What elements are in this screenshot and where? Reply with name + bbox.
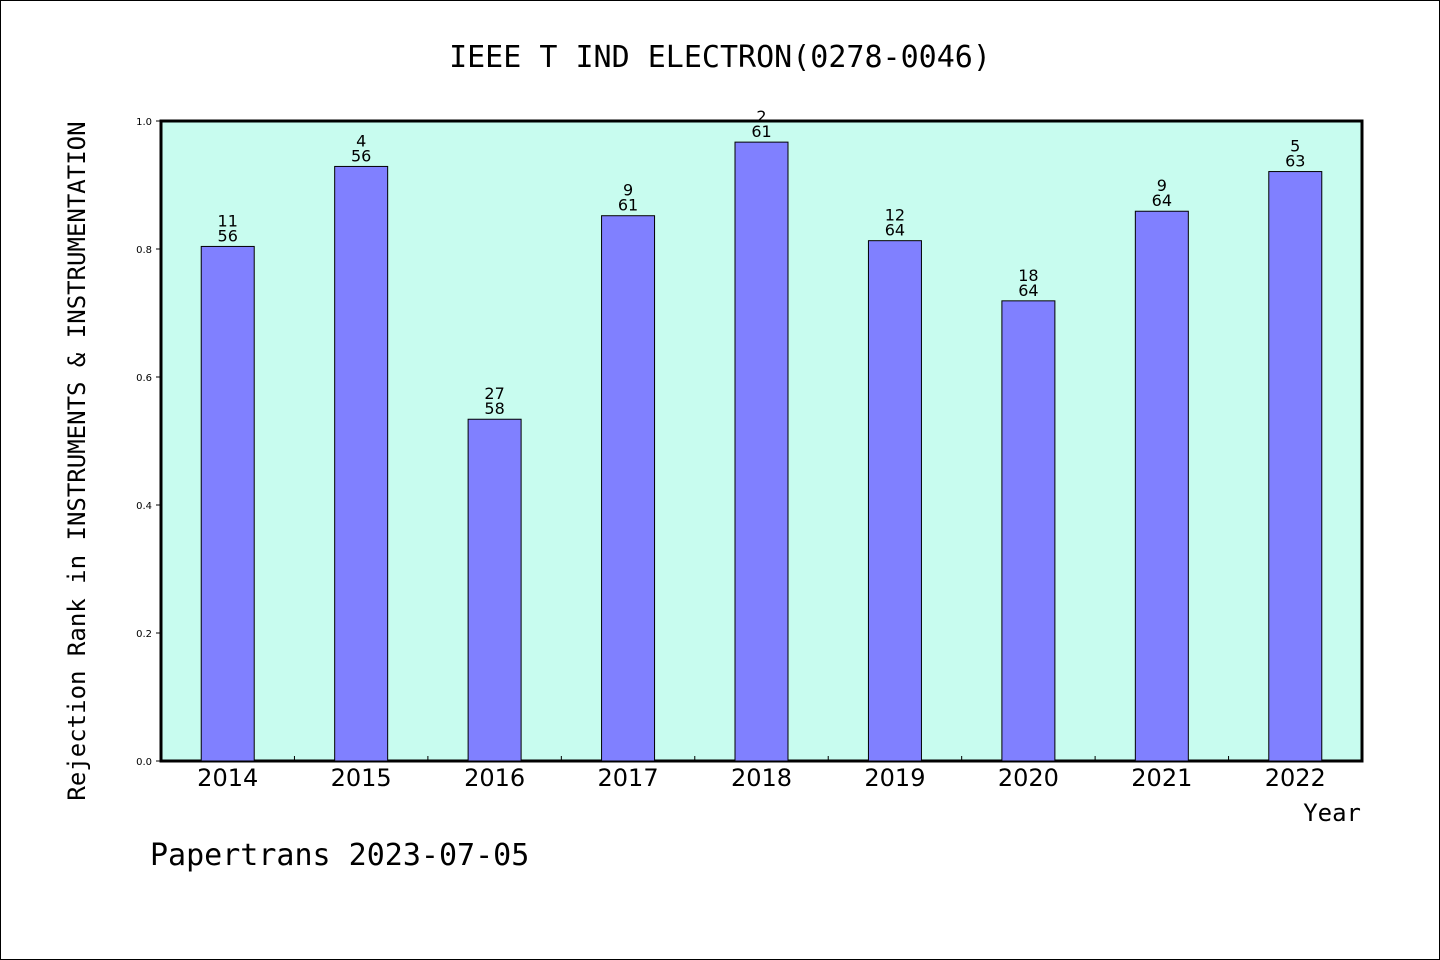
bar-rank-label: 2	[756, 107, 766, 126]
bar-total-label: 64	[1018, 281, 1038, 300]
bar-2014	[200, 245, 255, 762]
bar-rank-label: 4	[356, 131, 366, 150]
y-tick-label: 1.0	[136, 117, 152, 128]
bar-rank-label: 12	[885, 206, 905, 225]
x-tick-label: 2016	[464, 764, 525, 792]
y-tick-label: 0.2	[136, 629, 152, 640]
bar-rank-label: 9	[1157, 176, 1167, 195]
x-tick-label: 2015	[331, 764, 392, 792]
x-tick-label: 2018	[731, 764, 792, 792]
x-axis-label: Year	[1303, 799, 1361, 827]
x-tick-label: 2020	[998, 764, 1059, 792]
bar-2018	[734, 141, 789, 762]
chart-title: IEEE T IND ELECTRON(0278-0046)	[449, 40, 991, 75]
bar-2021	[1134, 210, 1189, 762]
y-tick-label: 0.8	[136, 245, 152, 256]
y-tick-label: 0.0	[136, 757, 152, 768]
bar-total-label: 58	[484, 399, 504, 418]
bar-rank-label: 5	[1290, 137, 1300, 156]
y-tick-label: 0.4	[136, 501, 152, 512]
bar-2016	[467, 418, 522, 762]
footer-credit: Papertrans 2023-07-05	[150, 838, 529, 873]
bar-total-label: 64	[885, 221, 905, 240]
bar-total-label: 56	[351, 146, 371, 165]
x-tick-label: 2017	[598, 764, 659, 792]
x-tick-label: 2022	[1265, 764, 1326, 792]
bar-2015	[334, 165, 389, 762]
bar-rank-label: 11	[218, 211, 238, 230]
y-tick-label: 0.6	[136, 373, 152, 384]
bar-total-label: 56	[218, 226, 238, 245]
bar-2020	[1001, 300, 1056, 762]
x-tick-label: 2019	[864, 764, 925, 792]
bar-rank-label: 9	[623, 181, 633, 200]
y-axis-label: Rejection Rank in INSTRUMENTS & INSTRUME…	[63, 121, 91, 800]
bar-total-label: 61	[618, 196, 638, 215]
bar-rank-label: 27	[484, 384, 504, 403]
x-tick-label: 2021	[1131, 764, 1192, 792]
bar-rank-label: 18	[1018, 266, 1038, 285]
bar-2017	[601, 215, 656, 762]
bar-total-label: 63	[1285, 152, 1305, 171]
bar-2022	[1268, 171, 1323, 762]
x-axis-ticks: 2014 2015 2016 2017 2018 2019 2020 2021 2022	[197, 756, 1326, 792]
bar-total-label: 64	[1152, 191, 1172, 210]
y-axis-ticks: 0.0 0.2 0.4 0.6 0.8 1.0	[136, 117, 161, 768]
bar-2019	[867, 240, 922, 762]
bar-total-label: 61	[751, 122, 771, 141]
x-tick-label: 2014	[197, 764, 258, 792]
